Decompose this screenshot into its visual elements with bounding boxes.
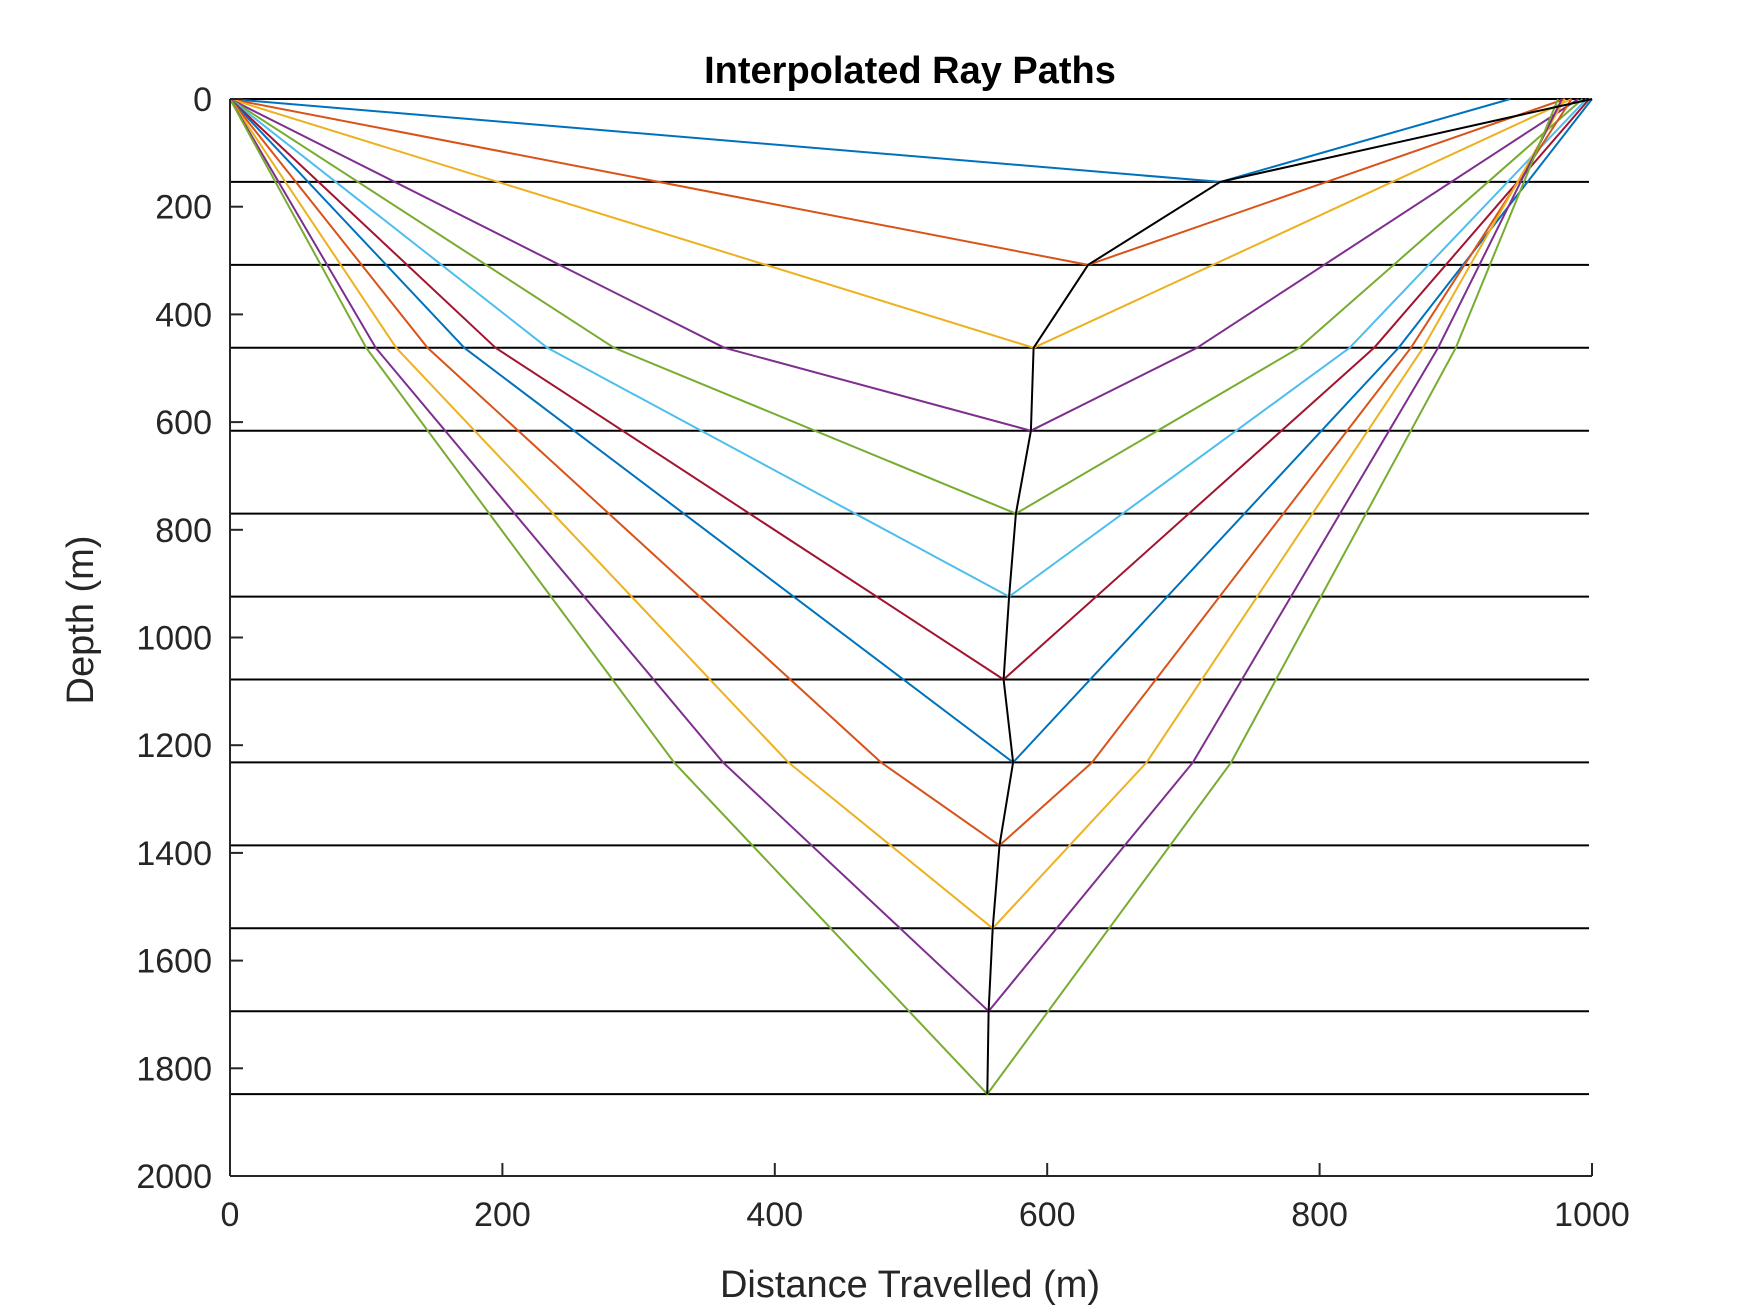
- x-tick-label: 1000: [1554, 1196, 1630, 1234]
- x-tick-label: 200: [474, 1196, 531, 1234]
- y-axis-ticks: 0 200 400 600 800 1000 1200 1400 1600 1800 2000: [136, 81, 243, 1196]
- x-tick-label: 400: [746, 1196, 803, 1234]
- y-tick-label: 1800: [136, 1050, 212, 1088]
- x-tick-label: 0: [221, 1196, 240, 1234]
- reflection-point-line: [986, 98, 1593, 1095]
- y-tick-label: 0: [193, 81, 212, 119]
- ray-path-3: [229, 98, 1573, 349]
- ray-path-1: [229, 98, 1511, 183]
- y-axis-label: Depth (m): [60, 536, 102, 705]
- chart-title: Interpolated Ray Paths: [704, 50, 1116, 92]
- x-axis-label: Distance Travelled (m): [720, 1264, 1100, 1306]
- y-tick-label: 400: [155, 296, 212, 334]
- y-tick-label: 1600: [136, 943, 212, 981]
- layer-lines: [230, 98, 1589, 1096]
- y-tick-label: 2000: [136, 1158, 212, 1196]
- x-axis-ticks: 0 200 400 600 800 1000: [221, 1163, 1630, 1234]
- y-tick-label: 600: [155, 404, 212, 442]
- reflection-trace: [986, 98, 1593, 1095]
- y-tick-label: 1400: [136, 835, 212, 873]
- y-tick-label: 1000: [136, 620, 212, 658]
- ray-path-9: [229, 98, 1573, 847]
- x-tick-label: 600: [1019, 1196, 1076, 1234]
- y-tick-label: 200: [155, 189, 212, 227]
- y-tick-label: 1200: [136, 727, 212, 765]
- x-tick-label: 800: [1291, 1196, 1348, 1234]
- ray-path-11: [229, 98, 1563, 1013]
- y-tick-label: 800: [155, 512, 212, 550]
